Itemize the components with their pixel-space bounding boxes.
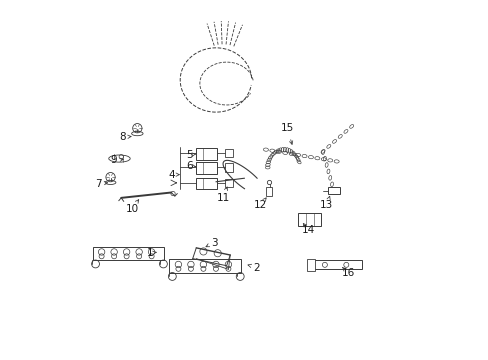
Text: 12: 12 xyxy=(253,200,266,210)
Bar xyxy=(196,148,217,159)
Text: 16: 16 xyxy=(341,268,354,278)
Bar xyxy=(265,187,272,196)
Text: 8: 8 xyxy=(120,132,126,142)
Bar xyxy=(306,259,314,271)
Text: 13: 13 xyxy=(319,200,333,210)
Bar xyxy=(224,179,232,187)
Bar xyxy=(196,162,217,174)
Text: 9: 9 xyxy=(111,156,117,165)
Text: 5: 5 xyxy=(185,150,192,160)
Text: 6: 6 xyxy=(185,161,192,171)
Bar xyxy=(298,213,321,226)
Text: 4: 4 xyxy=(167,170,174,180)
Text: 11: 11 xyxy=(216,193,229,203)
Bar xyxy=(224,163,232,172)
Text: 2: 2 xyxy=(253,262,260,273)
Text: 15: 15 xyxy=(280,123,293,133)
Text: 3: 3 xyxy=(210,238,217,248)
Text: 7: 7 xyxy=(95,179,101,189)
Bar xyxy=(93,247,164,260)
Bar xyxy=(196,178,217,189)
Bar xyxy=(169,259,241,273)
Text: 10: 10 xyxy=(125,203,138,213)
Bar xyxy=(328,187,339,194)
Text: 1: 1 xyxy=(146,248,153,258)
Bar xyxy=(313,260,362,269)
Text: 14: 14 xyxy=(302,225,315,235)
Bar xyxy=(224,149,232,157)
